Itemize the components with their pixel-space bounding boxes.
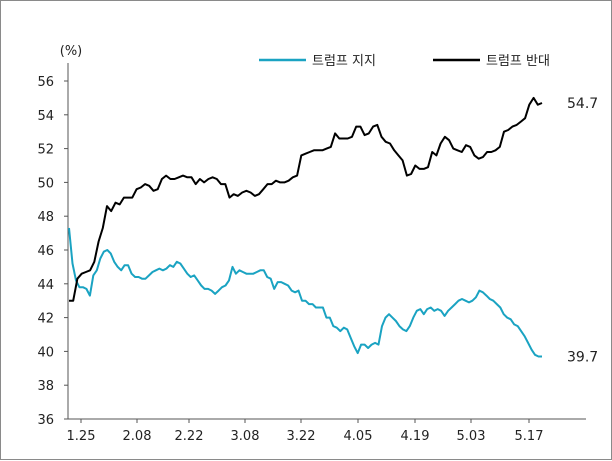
series-line-oppose bbox=[69, 96, 543, 302]
legend-label-support: 트럼프 지지 bbox=[312, 54, 376, 69]
legend-label-oppose: 트럼프 반대 bbox=[486, 54, 550, 69]
y-tick-label: 52 bbox=[37, 143, 54, 158]
x-tick-label: 4.05 bbox=[344, 429, 373, 444]
x-tick-label: 2.22 bbox=[175, 429, 204, 444]
y-tick-label: 54 bbox=[37, 109, 54, 124]
y-axis-unit: (%) bbox=[60, 44, 83, 59]
end-value-label-oppose: 54.7 bbox=[567, 96, 598, 112]
y-tick-label: 50 bbox=[37, 176, 54, 191]
y-tick-label: 46 bbox=[37, 244, 54, 259]
y-tick-label: 44 bbox=[37, 278, 54, 293]
x-tick-label: 1.25 bbox=[67, 429, 96, 444]
x-tick-label: 3.08 bbox=[231, 429, 260, 444]
x-tick-label: 2.08 bbox=[123, 429, 152, 444]
x-tick-label: 4.19 bbox=[401, 429, 430, 444]
y-tick-label: 40 bbox=[37, 345, 54, 360]
y-tick-label: 42 bbox=[37, 312, 54, 327]
x-tick-label: 5.03 bbox=[457, 429, 486, 444]
series-line-support bbox=[68, 227, 542, 358]
y-tick-label: 56 bbox=[37, 75, 54, 90]
x-tick-label: 3.22 bbox=[287, 429, 316, 444]
end-value-label-support: 39.7 bbox=[567, 349, 598, 365]
y-tick-label: 38 bbox=[37, 379, 54, 394]
y-tick-label: 48 bbox=[37, 210, 54, 225]
y-tick-label: 36 bbox=[37, 413, 54, 428]
x-tick-label: 5.17 bbox=[515, 429, 544, 444]
